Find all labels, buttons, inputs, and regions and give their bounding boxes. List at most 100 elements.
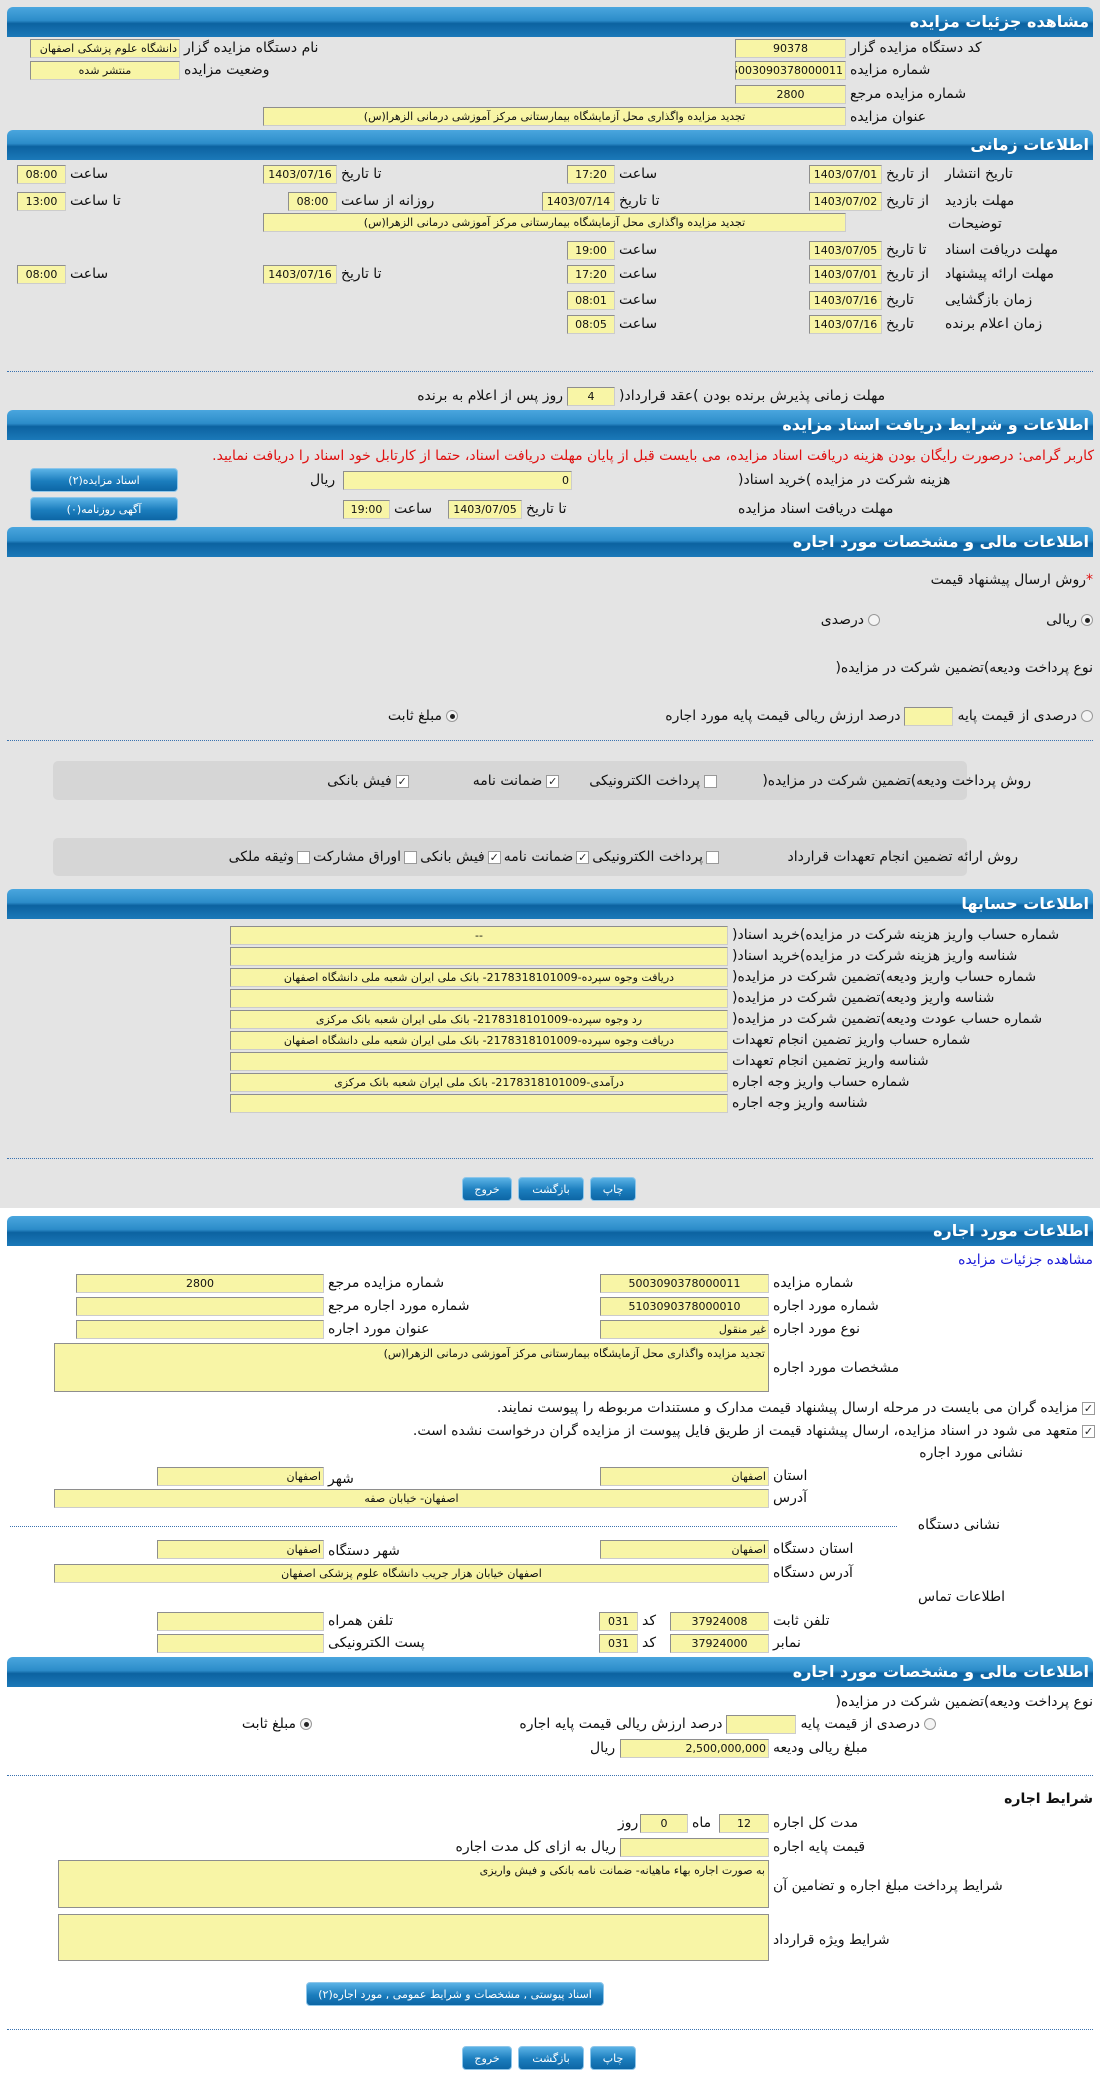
lease-item-ref	[76, 1297, 324, 1316]
acceptance-suffix: روز پس از اعلام به برنده	[417, 388, 563, 404]
field-label: پست الکترونیکی	[328, 1635, 425, 1651]
field-label: کد	[642, 1635, 657, 1651]
newspaper-ads-button[interactable]: آگهی روزنامه(۰)	[30, 497, 178, 521]
checkbox-guarantee[interactable]: ✓	[546, 774, 560, 788]
auction-status-label: وضعیت مزایده	[184, 62, 270, 78]
percent-field	[726, 1714, 797, 1734]
acceptance-days-field: 4	[567, 387, 615, 406]
print-button[interactable]: چاپ	[590, 1177, 636, 1201]
checkbox-electronic[interactable]	[704, 774, 717, 788]
months-field: 12	[719, 1814, 769, 1833]
divider	[7, 740, 1093, 741]
percent-option[interactable]: درصدی	[821, 610, 880, 630]
lease-spec-textarea: تجدید مزایده واگذاری محل آزمایشگاه بیمار…	[54, 1343, 769, 1392]
field-label: شهر دستگاه	[328, 1543, 400, 1559]
checkbox-property[interactable]	[297, 850, 311, 864]
description-label: توضیحات	[948, 216, 1002, 232]
email-field	[157, 1634, 324, 1653]
contact-title: اطلاعات تماس	[918, 1589, 1005, 1605]
percent-base-radio[interactable]	[1081, 710, 1093, 722]
price-method-row: * روش ارسال پیشنهاد قیمت	[931, 570, 1093, 590]
lease-item-number: 5103090378000010	[600, 1297, 769, 1316]
publish-from-date: 1403/07/01	[809, 165, 882, 184]
percent-text: درصد ارزش ریالی قیمت پایه مورد اجاره	[665, 708, 901, 724]
org-code-field: 90378	[735, 39, 846, 58]
free-docs-notice: کاربر گرامی: درصورت رایگان بودن هزینه در…	[212, 448, 1094, 464]
account-label: شماره حساب واریز ودیعه)تضمین شرکت در مزا…	[732, 969, 1037, 985]
field-label: قیمت پایه اجاره	[773, 1839, 866, 1855]
fixed-amount-option[interactable]: مبلغ ثابت	[242, 1714, 312, 1734]
exit-button[interactable]: خروج	[462, 2046, 512, 2070]
checkbox-label: ضمانت نامه	[503, 849, 574, 865]
percent-field	[904, 706, 954, 726]
opening-date: 1403/07/16	[809, 291, 882, 310]
auction-details-link[interactable]: مشاهده جزئیات مزایده	[958, 1252, 1093, 1268]
acceptance-label: مهلت زمانی پذیرش برنده بودن )عقد قرارداد…	[619, 388, 886, 404]
to-time-label: تا ساعت	[70, 193, 121, 209]
visit-daily-from: 08:00	[288, 192, 337, 211]
guarantee-methods-box: پرداخت الکترونیکی ✓ ضمانت نامه ✓ فیش بانکی…	[53, 838, 967, 876]
percent-base-option[interactable]: درصدی از قیمت پایه درصد ارزش ریالی قیمت …	[519, 1714, 936, 1734]
field-label: شرایط پرداخت مبلغ اجاره و تضامین آن	[773, 1878, 1003, 1894]
section-accounts-header: اطلاعات حسابها	[7, 889, 1093, 919]
visit-from-date: 1403/07/02	[809, 192, 882, 211]
checkbox-label: وثیقه ملکی	[228, 849, 295, 865]
auction-number-label: شماره مزایده	[850, 62, 931, 78]
field-label: آدرس	[773, 1490, 807, 1506]
checkbox-label: ضمانت نامه	[472, 773, 543, 789]
rial-option[interactable]: ریالی	[1046, 610, 1093, 630]
account-label: شماره حساب واریز هزینه شرکت در مزایده)خر…	[732, 927, 1060, 943]
percent-text: درصد ارزش ریالی قیمت پایه اجاره	[519, 1716, 723, 1732]
auction-docs-button[interactable]: اسناد مزایده(۲)	[30, 468, 178, 492]
checkbox-bank-receipt[interactable]: ✓	[395, 774, 409, 788]
attachments-button[interactable]: اسناد پیوستی , مشخصات و شرایط عمومی , مو…	[306, 1982, 604, 2006]
org-name-label: نام دستگاه مزایده گزار	[184, 40, 319, 56]
phone-code-field: 031	[599, 1612, 638, 1631]
field-label: استان دستگاه	[773, 1541, 854, 1557]
to-date-label: تا تاریخ	[341, 266, 382, 282]
field-label: مدت کل اجاره	[773, 1815, 859, 1831]
org-province-field: اصفهان	[600, 1540, 769, 1559]
checkbox-no-file[interactable]: ✓	[1082, 1424, 1095, 1438]
fixed-amount-radio[interactable]	[300, 1718, 312, 1730]
auction-number-field: 5003090378000011	[735, 61, 846, 80]
offer-to-time: 08:00	[17, 265, 66, 284]
percent-radio[interactable]	[868, 614, 880, 626]
fixed-amount-option[interactable]: مبلغ ثابت	[388, 706, 458, 726]
checkbox-label: مزایده گران می بایست در مرحله ارسال پیشن…	[496, 1400, 1078, 1416]
account-label: شناسه واریز تضمین انجام تعهدات	[732, 1053, 929, 1069]
account-value: درآمدی-2178318101009- بانک ملی ایران شعب…	[230, 1073, 728, 1092]
from-date-label: از تاریخ	[886, 266, 929, 282]
checkbox-guarantee[interactable]: ✓	[576, 850, 590, 864]
checkbox-label: اوراق مشارکت	[313, 849, 402, 865]
divider	[7, 371, 1093, 372]
winner-date: 1403/07/16	[809, 315, 882, 334]
checkbox-bank-receipt[interactable]: ✓	[487, 850, 501, 864]
docs-to-date: 1403/07/05	[809, 241, 882, 260]
required-marker: *	[1086, 572, 1093, 588]
checkbox-bonds[interactable]	[404, 850, 418, 864]
checkbox-electronic[interactable]	[706, 850, 719, 864]
org-name-field: دانشگاه علوم پزشکی اصفهان	[30, 39, 180, 58]
account-label: شماره حساب واریز وجه اجاره	[732, 1074, 910, 1090]
checkbox-attach[interactable]: ✓	[1082, 1401, 1095, 1415]
account-label: شناسه واریز وجه اجاره	[732, 1095, 868, 1111]
payment-terms-textarea: به صورت اجاره بهاء ماهیانه- ضمانت نامه ب…	[58, 1860, 769, 1908]
back-button[interactable]: بازگشت	[518, 1177, 584, 1201]
fixed-amount-radio[interactable]	[446, 710, 458, 722]
divider	[10, 1526, 897, 1527]
print-button[interactable]: چاپ	[590, 2046, 636, 2070]
docs-deadline-label: مهلت دریافت اسناد	[945, 242, 1059, 258]
percent-base-radio[interactable]	[924, 1718, 936, 1730]
percent-base-option[interactable]: درصدی از قیمت پایه درصد ارزش ریالی قیمت …	[665, 706, 1093, 726]
exit-button[interactable]: خروج	[462, 1177, 512, 1201]
to-date-label: تا تاریخ	[886, 242, 927, 258]
deposit-methods-box: پرداخت الکترونیکی ✓ ضمانت نامه ✓ فیش بانکی	[53, 761, 967, 800]
unit-label: ریال به ازای کل مدت اجاره	[455, 1839, 616, 1855]
rial-radio[interactable]	[1081, 614, 1093, 626]
section-lease-item-header: اطلاعات مورد اجاره	[7, 1216, 1093, 1246]
unit-label: روز	[618, 1815, 639, 1831]
back-button[interactable]: بازگشت	[518, 2046, 584, 2070]
date-label: تاریخ	[886, 316, 914, 332]
city-field: اصفهان	[157, 1467, 324, 1486]
